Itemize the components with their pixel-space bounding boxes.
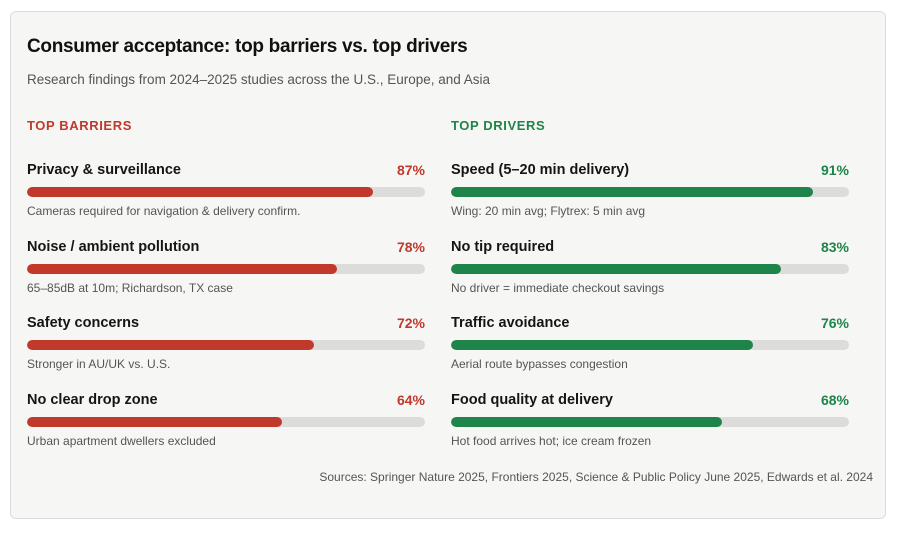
barrier-row-head: No clear drop zone 64%	[27, 390, 425, 410]
barrier-row-head: Noise / ambient pollution 78%	[27, 237, 425, 257]
driver-note: No driver = immediate checkout savings	[451, 280, 665, 295]
driver-bar	[451, 263, 782, 274]
barrier-note: Stronger in AU/UK vs. U.S.	[27, 357, 171, 371]
barrier-value-label: 72%	[396, 315, 425, 331]
barrier-note: Urban apartment dwellers excluded	[27, 433, 216, 448]
barrier-row-head: Privacy & surveillance 87%	[27, 160, 425, 180]
barrier-bar-track	[27, 416, 425, 427]
barrier-label: Noise / ambient pollution	[27, 238, 200, 255]
barrier-row: No clear drop zone 64% Urban apartment dwe…	[27, 390, 425, 467]
driver-label: No tip required	[451, 238, 555, 255]
barrier-bar	[27, 340, 314, 350]
sources-note: Sources: Springer Nature 2025, Frontiers…	[319, 470, 873, 484]
drivers-column: TOP DRIVERS Speed (5–20 min delivery) 91%…	[451, 118, 849, 466]
chart-title: Consumer acceptance: top barriers vs. to…	[27, 36, 468, 57]
barrier-bar	[27, 263, 338, 274]
driver-row-head: No tip required 83%	[451, 237, 849, 257]
driver-value-label: 91%	[820, 162, 849, 178]
driver-row: Traffic avoidance 76% Aerial route bypasse…	[451, 313, 849, 390]
barrier-value-label: 64%	[396, 391, 425, 408]
driver-bar	[451, 187, 814, 197]
driver-label: Speed (5–20 min delivery)	[451, 162, 630, 178]
barriers-heading: TOP BARRIERS	[27, 118, 132, 133]
driver-value-label: 68%	[820, 391, 849, 408]
barrier-row: Safety concerns 72% Stronger in AU/UK vs. …	[27, 313, 425, 390]
driver-row-head: Food quality at delivery 68%	[451, 390, 849, 410]
driver-value-label: 76%	[820, 315, 849, 331]
drivers-heading: TOP DRIVERS	[451, 118, 546, 133]
driver-label: Traffic avoidance	[451, 315, 570, 331]
barrier-bar-track	[27, 187, 425, 197]
driver-row: Speed (5–20 min delivery) 91% Wing: 20 min…	[451, 160, 849, 237]
driver-row-head: Speed (5–20 min delivery) 91%	[451, 160, 849, 180]
driver-note: Aerial route bypasses congestion	[451, 357, 628, 371]
barrier-bar-track	[27, 263, 425, 274]
driver-bar-track	[451, 263, 849, 274]
driver-row: Food quality at delivery 68% Hot food arri…	[451, 390, 849, 467]
barrier-row: Privacy & surveillance 87% Cameras require…	[27, 160, 425, 237]
barrier-note: 65–85dB at 10m; Richardson, TX case	[27, 280, 233, 295]
driver-bar-track	[451, 187, 849, 197]
barriers-column: TOP BARRIERS Privacy & surveillance 87% Ca…	[27, 118, 425, 466]
barrier-row: Noise / ambient pollution 78% 65–85dB at 1…	[27, 237, 425, 314]
driver-bar-track	[451, 340, 849, 350]
barrier-bar	[27, 187, 374, 197]
driver-note: Hot food arrives hot; ice cream frozen	[451, 433, 652, 448]
driver-bar-track	[451, 416, 849, 427]
driver-value-label: 83%	[820, 238, 849, 255]
driver-row: No tip required 83% No driver = immediate …	[451, 237, 849, 314]
drivers-rows: Speed (5–20 min delivery) 91% Wing: 20 min…	[451, 160, 849, 466]
barrier-label: Safety concerns	[27, 315, 140, 331]
driver-bar	[451, 340, 754, 350]
chart-subtitle: Research findings from 2024–2025 studies…	[27, 72, 491, 87]
barrier-note: Cameras required for navigation & delive…	[27, 204, 301, 218]
driver-label: Food quality at delivery	[451, 391, 613, 408]
driver-note: Wing: 20 min avg; Flytrex: 5 min avg	[451, 204, 646, 218]
barrier-label: Privacy & surveillance	[27, 162, 181, 178]
barrier-row-head: Safety concerns 72%	[27, 313, 425, 333]
barrier-value-label: 87%	[396, 162, 425, 178]
barrier-bar	[27, 416, 282, 427]
driver-bar	[451, 416, 722, 427]
driver-row-head: Traffic avoidance 76%	[451, 313, 849, 333]
barrier-label: No clear drop zone	[27, 391, 158, 408]
barrier-bar-track	[27, 340, 425, 350]
barrier-value-label: 78%	[396, 238, 425, 255]
barriers-rows: Privacy & surveillance 87% Cameras require…	[27, 160, 425, 466]
